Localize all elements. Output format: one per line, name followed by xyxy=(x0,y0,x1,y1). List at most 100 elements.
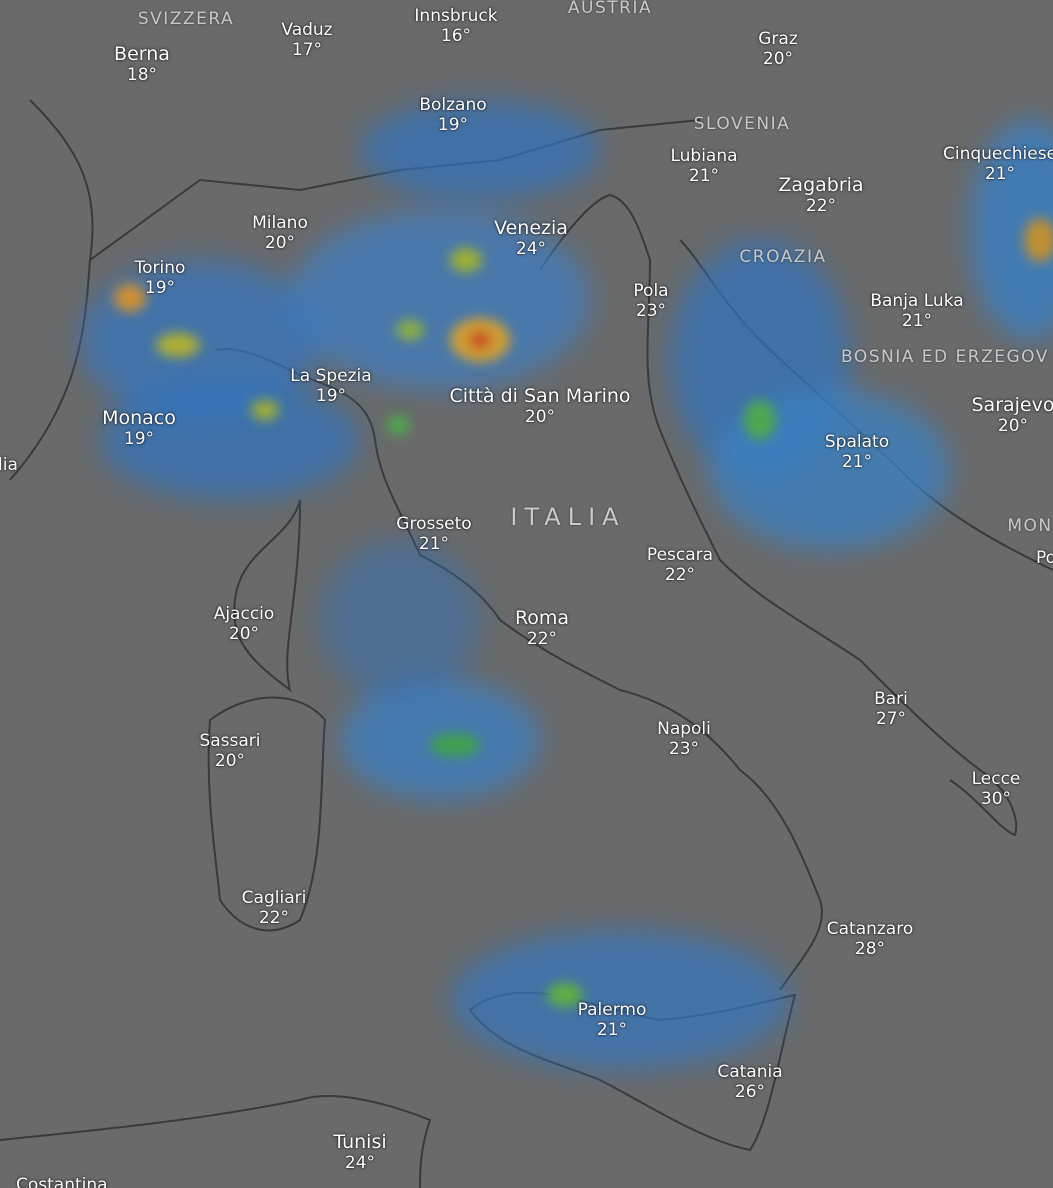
city-label: Bolzano 19° xyxy=(419,95,487,135)
city-label: Zagabria 22° xyxy=(778,174,864,216)
city-name: Cagliari xyxy=(241,888,307,908)
country-label: SVIZZERA xyxy=(137,9,235,29)
precipitation xyxy=(80,100,1053,1070)
city-label: Cagliari 22° xyxy=(241,888,307,928)
city-label: Catania 26° xyxy=(717,1062,783,1102)
city-temperature: 20° xyxy=(997,415,1029,436)
city-name: Pescara xyxy=(646,545,714,565)
city-temperature: 19° xyxy=(437,114,469,135)
city-label: Graz 20° xyxy=(758,29,798,69)
city-name: Roma xyxy=(514,607,570,629)
city-label: Cinquechiese 21° xyxy=(942,144,1053,184)
country-label: CROAZIA xyxy=(739,247,827,267)
city-temperature: 23° xyxy=(668,738,700,759)
city-name: Cinquechiese xyxy=(942,144,1053,164)
precipitation-cores xyxy=(114,218,1053,1007)
city-temperature: 22° xyxy=(526,628,558,649)
city-temperature: 20° xyxy=(214,750,246,771)
city-name: La Spezia xyxy=(290,366,372,386)
country-label: BOSNIA ED ERZEGOV xyxy=(841,347,1049,367)
city-name: Spalato xyxy=(824,432,890,452)
city-temperature: 22° xyxy=(664,564,696,585)
city-label: Milano 20° xyxy=(252,213,308,253)
city-label: Tunisi 24° xyxy=(333,1131,387,1173)
city-name: Lecce xyxy=(971,769,1021,789)
city-label: Monaco 19° xyxy=(102,407,176,449)
city-label: Bari 27° xyxy=(874,689,908,729)
city-temperature: 19° xyxy=(123,428,155,449)
city-temperature: 22° xyxy=(258,907,290,928)
city-temperature: 26° xyxy=(734,1081,766,1102)
country-label: ITALIA xyxy=(510,503,626,531)
city-temperature: 21° xyxy=(596,1019,628,1040)
city-label: Lecce 30° xyxy=(971,769,1021,809)
city-temperature: 22° xyxy=(805,195,837,216)
city-label: Ajaccio 20° xyxy=(213,604,275,644)
city-label: Torino 19° xyxy=(134,258,186,298)
city-name: Sarajevo xyxy=(971,394,1053,416)
city-temperature: 28° xyxy=(854,938,886,959)
country-label: MON xyxy=(1007,516,1053,536)
city-label: Grosseto 21° xyxy=(396,514,472,554)
city-label: Catanzaro 28° xyxy=(826,919,914,959)
city-label: Venezia 24° xyxy=(494,217,568,259)
city-name: Torino xyxy=(134,258,186,278)
city-label: La Spezia 19° xyxy=(290,366,372,406)
city-name: Grosseto xyxy=(396,514,472,534)
city-name: Catanzaro xyxy=(826,919,914,939)
city-temperature: 21° xyxy=(901,310,933,331)
city-label: Palermo 21° xyxy=(577,1000,647,1040)
city-name: Palermo xyxy=(577,1000,647,1020)
city-name: Ajaccio xyxy=(213,604,275,624)
city-temperature: 21° xyxy=(841,451,873,472)
city-label: Sarajevo 20° xyxy=(971,394,1053,436)
city-name: Graz xyxy=(758,29,798,49)
city-name: Milano xyxy=(252,213,308,233)
city-temperature: 16° xyxy=(440,25,472,46)
city-name: Tunisi xyxy=(333,1131,387,1153)
city-temperature: 21° xyxy=(418,533,450,554)
city-name: Innsbruck xyxy=(414,6,498,26)
country-label: AUSTRIA xyxy=(567,0,653,18)
partial-city-label: Po xyxy=(1036,548,1053,568)
city-temperature: 24° xyxy=(515,238,547,259)
city-label: Berna 18° xyxy=(114,43,170,85)
city-temperature: 20° xyxy=(762,48,794,69)
city-label: Spalato 21° xyxy=(824,432,890,472)
city-temperature: 17° xyxy=(291,39,323,60)
city-name: Sassari xyxy=(199,731,261,751)
city-label: Roma 22° xyxy=(514,607,570,649)
city-name: Bolzano xyxy=(419,95,487,115)
city-name: Zagabria xyxy=(778,174,864,196)
city-name: Pola xyxy=(633,281,669,301)
country-label: SLOVENIA xyxy=(693,114,791,134)
partial-city-label: lia xyxy=(0,455,18,475)
city-temperature: 21° xyxy=(984,163,1016,184)
city-temperature: 23° xyxy=(635,300,667,321)
partial-city-label: Costantina xyxy=(16,1175,108,1188)
city-name: Napoli xyxy=(657,719,711,739)
city-temperature: 19° xyxy=(315,385,347,406)
city-label: Banja Luka 21° xyxy=(870,291,964,331)
city-temperature: 24° xyxy=(344,1152,376,1173)
city-name: Venezia xyxy=(494,217,568,239)
city-label: Napoli 23° xyxy=(657,719,711,759)
city-label: Sassari 20° xyxy=(199,731,261,771)
city-name: Banja Luka xyxy=(870,291,964,311)
city-label: Pola 23° xyxy=(633,281,669,321)
city-name: Catania xyxy=(717,1062,783,1082)
city-label: Città di San Marino 20° xyxy=(449,385,631,427)
city-label: Innsbruck 16° xyxy=(414,6,498,46)
city-temperature: 18° xyxy=(126,64,158,85)
city-temperature: 30° xyxy=(980,788,1012,809)
city-temperature: 20° xyxy=(524,406,556,427)
city-name: Città di San Marino xyxy=(449,385,631,407)
city-temperature: 27° xyxy=(875,708,907,729)
city-name: Lubiana xyxy=(670,146,738,166)
city-temperature: 20° xyxy=(264,232,296,253)
city-temperature: 19° xyxy=(144,277,176,298)
city-name: Bari xyxy=(874,689,908,709)
city-name: Berna xyxy=(114,43,170,65)
city-temperature: 20° xyxy=(228,623,260,644)
